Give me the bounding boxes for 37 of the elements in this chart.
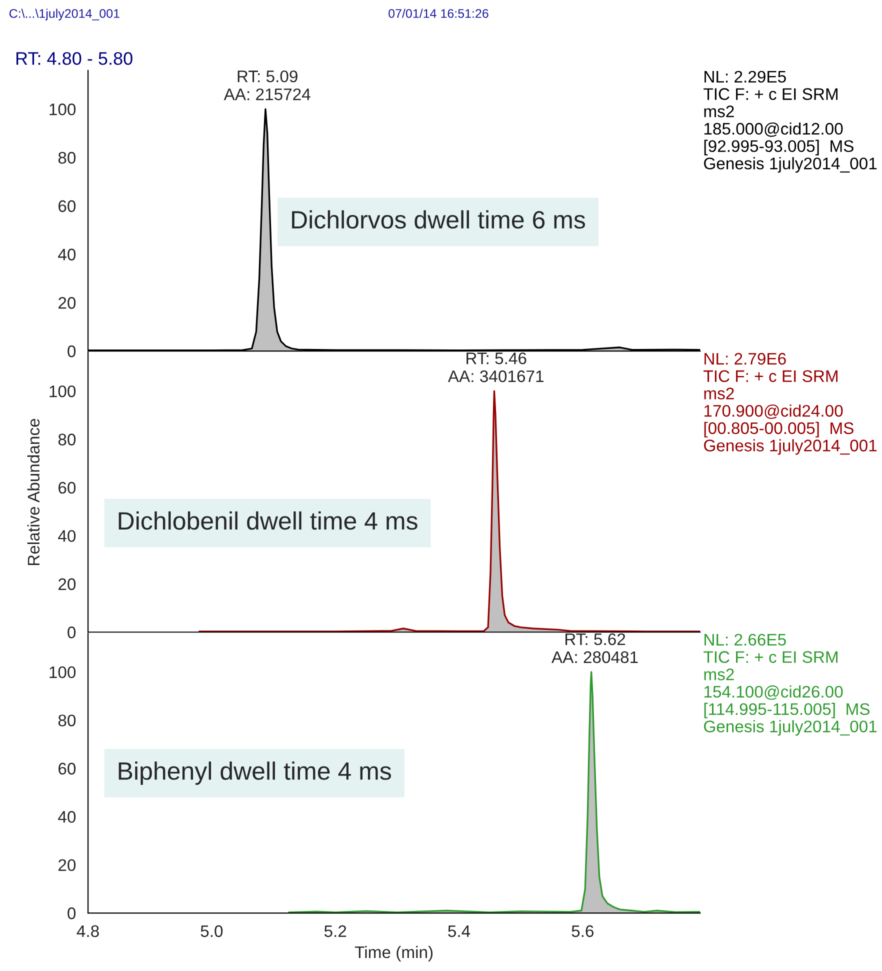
y-tick-label: 100 xyxy=(50,104,76,116)
y-tick-label: 40 xyxy=(58,811,76,823)
annotation: Biphenyl dwell time 4 ms xyxy=(118,762,391,785)
y-tick-label: 60 xyxy=(58,762,76,775)
annotation: RT: 5.46 AA: 3401671 xyxy=(448,352,544,382)
y-tick-label: 80 xyxy=(58,152,76,164)
y-tick-label: 60 xyxy=(58,482,76,494)
text: C:\...\1july2014_001 xyxy=(9,8,120,20)
y-axis-title: Relative Abundance xyxy=(27,418,40,566)
text: NL: 2.79E6 TIC F: + c EI SRM ms2 170.900@cid24.00 [00.805-00.005] MS Genesis 1july2014_001 xyxy=(704,352,877,455)
y-tick-label: 0 xyxy=(68,907,76,920)
x-tick-label: 5.2 xyxy=(324,925,346,938)
y-tick-label: 60 xyxy=(58,200,76,212)
x-tick-label: 5.0 xyxy=(200,925,223,938)
y-tick-label: 0 xyxy=(68,345,76,358)
y-tick-label: 40 xyxy=(58,530,76,542)
y-tick-label: 100 xyxy=(50,666,76,678)
chart-title: RT: 4.80 - 5.80 xyxy=(16,52,132,65)
y-tick-label: 0 xyxy=(68,626,76,638)
annotation: Dichlobenil dwell time 4 ms xyxy=(118,511,418,530)
y-tick-label: 40 xyxy=(58,248,76,260)
x-tick-label: 5.4 xyxy=(448,925,470,938)
y-tick-label: 20 xyxy=(58,859,76,872)
x-axis-title: Time (min) xyxy=(354,946,433,962)
x-tick-label: 4.8 xyxy=(76,925,99,938)
annotation: Dichlorvos dwell time 6 ms xyxy=(292,210,586,229)
y-tick-label: 20 xyxy=(58,297,76,309)
y-tick-label: 100 xyxy=(50,385,76,398)
y-tick-label: 80 xyxy=(58,434,76,446)
y-tick-label: 80 xyxy=(58,714,76,726)
x-tick-label: 5.6 xyxy=(572,925,594,938)
text: NL: 2.66E5 TIC F: + c EI SRM ms2 154.100@cid26.00 [114.995-115.005] MS Genesis 1july2014_001 xyxy=(704,634,877,736)
text: NL: 2.29E5 TIC F: + c EI SRM ms2 185.000@cid12.00 [92.995-93.005] MS Genesis 1july2014_001 xyxy=(704,70,877,173)
y-tick-label: 20 xyxy=(58,578,76,590)
annotation: RT: 5.62 AA: 280481 xyxy=(552,633,638,664)
annotation: RT: 5.09 AA: 215724 xyxy=(224,70,310,100)
text: 07/01/14 16:51:26 xyxy=(388,8,488,18)
